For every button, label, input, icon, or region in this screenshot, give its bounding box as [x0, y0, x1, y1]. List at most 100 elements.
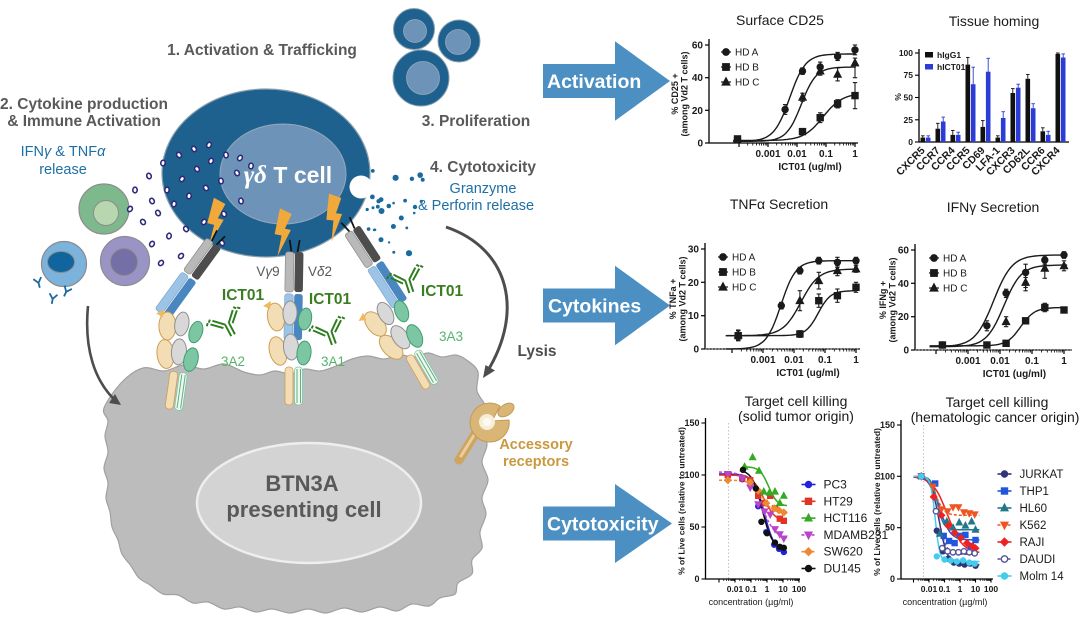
svg-text:10: 10	[778, 584, 788, 594]
svg-text:HD B: HD B	[735, 63, 759, 74]
svg-text:hIgG1: hIgG1	[937, 50, 961, 60]
svg-text:Cytotoxicity: Cytotoxicity	[547, 514, 659, 536]
svg-text:receptors: receptors	[503, 454, 569, 470]
svg-text:0.01: 0.01	[784, 355, 804, 366]
svg-text:HD A: HD A	[732, 253, 756, 264]
svg-text:(among Vd2 T cells): (among Vd2 T cells)	[888, 257, 898, 342]
svg-text:concentration (µg/ml): concentration (µg/ml)	[903, 597, 988, 607]
svg-text:γδ T cell: γδ T cell	[244, 162, 332, 189]
svg-text:IFNγ & TNFα: IFNγ & TNFα	[21, 144, 107, 160]
svg-text:Target cell killing: Target cell killing	[946, 394, 1049, 410]
svg-text:HD A: HD A	[735, 48, 759, 59]
svg-text:100: 100	[984, 584, 998, 594]
svg-text:IFNγ Secretion: IFNγ Secretion	[947, 199, 1040, 215]
svg-text:0.01: 0.01	[990, 356, 1010, 367]
svg-text:hICT01: hICT01	[937, 62, 966, 72]
svg-text:40: 40	[898, 279, 910, 290]
svg-text:concentration (µg/ml): concentration (µg/ml)	[709, 597, 794, 607]
svg-text:Cytokines: Cytokines	[548, 296, 641, 318]
svg-text:0.1: 0.1	[818, 355, 832, 366]
svg-text:DAUDI: DAUDI	[1020, 554, 1056, 566]
svg-text:K562: K562	[1020, 520, 1047, 532]
svg-text:150: 150	[880, 420, 895, 430]
svg-text:BTN3A: BTN3A	[265, 471, 338, 496]
svg-text:HCT116: HCT116	[824, 511, 868, 525]
svg-text:%: %	[893, 93, 903, 101]
svg-text:0: 0	[890, 574, 895, 584]
svg-text:% CD25 +: % CD25 +	[670, 73, 680, 114]
svg-text:3. Proliferation: 3. Proliferation	[422, 113, 531, 130]
svg-text:Lysis: Lysis	[517, 343, 556, 360]
svg-text:20: 20	[692, 106, 704, 117]
svg-text:HL60: HL60	[1020, 503, 1048, 515]
svg-text:0: 0	[908, 137, 913, 147]
svg-text:0.001: 0.001	[750, 355, 775, 366]
svg-text:100: 100	[880, 471, 895, 481]
svg-text:150: 150	[684, 418, 699, 428]
svg-text:0.1: 0.1	[745, 584, 757, 594]
svg-text:HD C: HD C	[735, 78, 759, 89]
svg-text:% of Live cells (relative to u: % of Live cells (relative to untreated)	[677, 427, 687, 575]
svg-text:75: 75	[904, 70, 914, 80]
svg-text:50: 50	[689, 522, 699, 532]
svg-text:ICT01 (ug/ml): ICT01 (ug/ml)	[983, 369, 1046, 380]
svg-text:50: 50	[885, 523, 895, 533]
svg-text:HD A: HD A	[943, 254, 967, 265]
svg-text:1. Activation & Trafficking: 1. Activation & Trafficking	[167, 42, 357, 59]
svg-text:& Perforin release: & Perforin release	[418, 198, 534, 214]
svg-text:0.01: 0.01	[787, 149, 807, 160]
svg-text:Target cell killing: Target cell killing	[745, 393, 848, 409]
svg-text:3A1: 3A1	[321, 354, 345, 369]
svg-text:0.1: 0.1	[819, 149, 833, 160]
svg-text:30: 30	[688, 245, 700, 256]
svg-text:Granzyme: Granzyme	[450, 181, 517, 197]
svg-text:SW620: SW620	[824, 545, 864, 559]
svg-text:ICT01 (ug/ml): ICT01 (ug/ml)	[778, 162, 841, 173]
svg-text:HD B: HD B	[732, 268, 756, 279]
svg-text:0: 0	[693, 345, 699, 356]
svg-text:0: 0	[697, 139, 703, 150]
svg-text:HD C: HD C	[732, 283, 756, 294]
svg-text:4. Cytotoxicity: 4. Cytotoxicity	[430, 159, 536, 176]
svg-text:Vδ2: Vδ2	[308, 264, 332, 279]
svg-text:0.1: 0.1	[939, 584, 951, 594]
svg-text:(hematologic cancer origin): (hematologic cancer origin)	[911, 409, 1080, 425]
svg-text:(among Vd2 T cells): (among Vd2 T cells)	[680, 51, 690, 136]
svg-text:0.001: 0.001	[955, 356, 980, 367]
svg-text:20: 20	[898, 312, 910, 323]
svg-text:ICT01: ICT01	[309, 291, 352, 308]
svg-text:100: 100	[899, 48, 913, 58]
svg-text:ICT01: ICT01	[222, 287, 265, 304]
svg-text:Vγ9: Vγ9	[256, 264, 279, 279]
svg-text:Accessory: Accessory	[499, 437, 572, 453]
svg-text:10: 10	[971, 584, 981, 594]
svg-text:1: 1	[853, 355, 859, 366]
svg-text:40: 40	[692, 73, 704, 84]
svg-text:0.01: 0.01	[727, 584, 744, 594]
svg-text:% of Live cells (relative to u: % of Live cells (relative to untreated)	[872, 428, 882, 576]
svg-text:0.01: 0.01	[921, 584, 938, 594]
svg-text:1: 1	[765, 584, 770, 594]
svg-text:RAJI: RAJI	[1020, 537, 1045, 549]
svg-text:release: release	[39, 162, 87, 178]
svg-text:HD C: HD C	[943, 284, 967, 295]
svg-text:(among Vd2 T cells): (among Vd2 T cells)	[678, 256, 688, 341]
svg-text:& Immune Activation: & Immune Activation	[7, 113, 161, 130]
svg-text:0: 0	[694, 574, 699, 584]
svg-text:Surface CD25: Surface CD25	[736, 12, 824, 28]
svg-text:DU145: DU145	[824, 562, 862, 576]
svg-text:% TNFa +: % TNFa +	[668, 279, 678, 320]
svg-text:ICT01 (ug/ml): ICT01 (ug/ml)	[776, 368, 839, 379]
svg-text:MDAMB231: MDAMB231	[824, 528, 889, 542]
svg-text:25: 25	[904, 115, 914, 125]
svg-text:2. Cytokine production: 2. Cytokine production	[0, 96, 168, 113]
svg-text:60: 60	[898, 246, 910, 257]
svg-text:THP1: THP1	[1020, 486, 1049, 498]
svg-text:Tissue homing: Tissue homing	[949, 13, 1040, 29]
svg-text:presenting cell: presenting cell	[226, 497, 381, 522]
svg-text:HD B: HD B	[943, 269, 967, 280]
svg-text:3A2: 3A2	[221, 354, 245, 369]
svg-text:0.001: 0.001	[755, 149, 780, 160]
svg-text:ICT01: ICT01	[421, 283, 464, 300]
svg-text:60: 60	[692, 41, 704, 52]
